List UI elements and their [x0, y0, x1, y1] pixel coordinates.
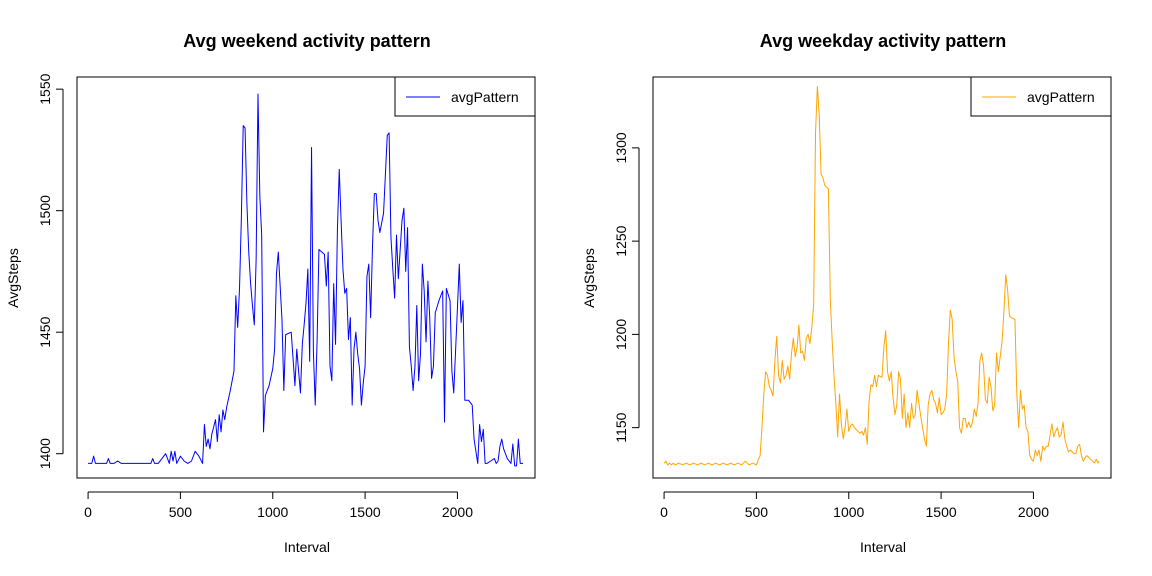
weekend-y-axis-label: AvgSteps	[5, 248, 21, 308]
weekend-legend-label: avgPattern	[451, 89, 519, 105]
weekend-series-group	[88, 93, 523, 467]
weekend-x-axis-label: Interval	[284, 539, 330, 555]
weekday-x-tick-label: 0	[660, 504, 668, 520]
weekday-x-tick-label: 500	[745, 504, 769, 520]
weekday-x-axis-label: Interval	[860, 539, 906, 555]
weekday-x-tick-label: 1000	[833, 504, 864, 520]
weekday-chart-title: Avg weekday activity pattern	[760, 31, 1006, 51]
weekend-x-tick-label: 500	[169, 504, 193, 520]
weekday-y-tick-label: 1150	[613, 412, 629, 442]
weekend-y-tick-label: 1400	[37, 438, 53, 469]
weekend-x-tick-label: 1500	[350, 504, 381, 520]
weekend-x-tick-label: 0	[84, 504, 92, 520]
weekend-series-line	[88, 93, 523, 467]
weekend-x-tick-label: 1000	[257, 504, 288, 520]
weekend-y-tick-label: 1550	[37, 73, 53, 104]
weekday-plot-frame	[652, 76, 1112, 479]
weekday-legend: avgPattern	[970, 76, 1112, 117]
weekday-legend-box	[970, 76, 1112, 117]
weekend-chart: Avg weekend activity pattern Interval Av…	[5, 31, 536, 555]
weekday-chart: Avg weekday activity pattern Interval Av…	[581, 31, 1112, 555]
weekend-x-axis: 0 500 1000 1500 2000	[84, 491, 473, 520]
weekend-plot-frame	[76, 76, 536, 479]
weekend-chart-title: Avg weekend activity pattern	[183, 31, 430, 51]
weekday-y-tick-label: 1200	[613, 319, 629, 350]
weekday-series-line	[663, 85, 1100, 466]
weekday-y-axis: 1150 1200 1250 1300	[613, 132, 640, 443]
weekday-legend-label: avgPattern	[1027, 89, 1095, 105]
weekday-x-tick-label: 1500	[926, 504, 957, 520]
weekend-y-axis: 1400 1450 1500 1550	[37, 73, 64, 469]
weekday-y-tick-label: 1300	[613, 132, 629, 163]
weekend-legend: avgPattern	[394, 76, 536, 117]
weekday-series-group	[663, 85, 1100, 466]
weekday-y-axis-label: AvgSteps	[581, 248, 597, 308]
weekday-x-axis: 0 500 1000 1500 2000	[660, 491, 1049, 520]
weekday-x-tick-label: 2000	[1018, 504, 1049, 520]
weekend-y-tick-label: 1500	[37, 195, 53, 226]
weekend-y-tick-label: 1450	[37, 316, 53, 347]
weekday-y-tick-label: 1250	[613, 225, 629, 256]
weekend-x-tick-label: 2000	[442, 504, 473, 520]
